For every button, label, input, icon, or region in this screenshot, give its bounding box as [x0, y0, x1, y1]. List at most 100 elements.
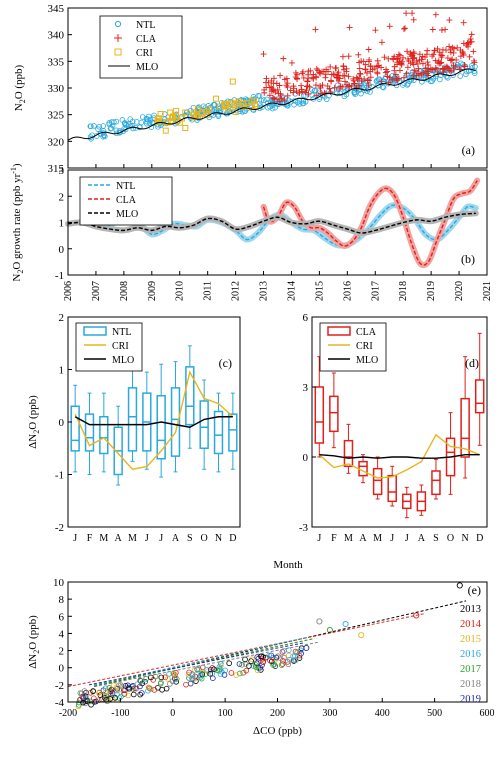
x-tick-label: 2012 — [231, 281, 242, 301]
cla-point — [298, 82, 305, 89]
cla-point — [317, 70, 324, 77]
cla-point — [396, 67, 403, 74]
cla-point — [335, 72, 342, 79]
legend-year: 2014 — [460, 619, 482, 630]
y-tick-label: -2 — [55, 522, 64, 534]
cla-point — [386, 74, 393, 81]
cla-point — [356, 59, 363, 66]
ntl-point — [283, 101, 290, 107]
x-tick-label: D — [476, 533, 483, 544]
label-rest: O (ppb) — [13, 64, 25, 99]
x-tick-label: J — [159, 533, 163, 544]
point — [96, 690, 102, 696]
ntl-point — [288, 98, 294, 105]
cla-point — [404, 48, 411, 55]
cla-point — [277, 72, 284, 79]
cla-point — [284, 80, 291, 87]
ntl-point — [217, 107, 224, 114]
cla-point — [317, 85, 324, 92]
point — [259, 662, 265, 668]
point — [145, 684, 152, 691]
series-cla-points — [260, 10, 478, 105]
cri-point — [222, 100, 229, 107]
ntl-point — [335, 82, 341, 89]
cla-point — [445, 65, 452, 72]
cla-point — [436, 60, 443, 67]
cla-point — [346, 82, 353, 89]
ntl-point — [138, 119, 145, 126]
cla-point — [450, 49, 457, 56]
point — [103, 693, 109, 699]
point — [267, 657, 273, 664]
cla-point — [452, 63, 459, 70]
point — [270, 662, 276, 668]
ntl-point — [109, 122, 116, 129]
legend-marker — [114, 20, 122, 28]
cri-point — [169, 114, 176, 121]
y-tick-label: 4 — [59, 628, 65, 640]
cla-point — [425, 62, 432, 69]
legend-marker — [327, 326, 351, 336]
point — [218, 660, 224, 667]
cla-point — [396, 58, 403, 65]
cla-point — [305, 90, 312, 97]
cla-point — [367, 68, 374, 75]
cla-point — [367, 74, 374, 81]
label-sub: 2 — [16, 270, 25, 274]
ntl-point — [100, 123, 106, 129]
ntl-point — [312, 87, 319, 94]
cri-point — [190, 109, 197, 116]
cla-point — [434, 45, 441, 52]
legend-label: MLO — [356, 355, 378, 366]
ntl-point — [428, 78, 434, 85]
cla-point — [394, 61, 401, 68]
cla-point — [275, 90, 282, 97]
x-tick-label: O — [447, 533, 454, 544]
plot-frame — [311, 316, 488, 528]
series-mlo-line — [67, 68, 476, 141]
point — [122, 683, 129, 689]
point — [82, 693, 89, 699]
point — [292, 648, 299, 655]
y-tick-label: 3 — [303, 382, 309, 394]
legend-marker — [114, 34, 122, 42]
cla-point — [320, 68, 327, 75]
cla-point — [293, 87, 300, 94]
box — [474, 379, 485, 414]
cla-point — [353, 74, 360, 81]
y-tick-label: 0 — [303, 452, 309, 464]
y-tick-label: 0 — [59, 417, 65, 429]
cri-point — [182, 109, 189, 116]
point — [137, 691, 144, 698]
ntl-point — [207, 105, 213, 111]
legend-marker — [83, 326, 107, 336]
point — [114, 685, 121, 692]
cla-point — [321, 89, 328, 96]
cla-point — [424, 59, 431, 66]
y-axis-label: ΔN2O (ppb) — [27, 395, 41, 449]
cla-point — [430, 51, 437, 58]
y-tick-label: 10 — [53, 577, 65, 589]
ntl-point — [299, 100, 306, 107]
label-main: ΔN — [27, 434, 39, 449]
box — [329, 395, 339, 433]
cla-point — [407, 51, 414, 58]
point — [125, 692, 131, 699]
cla-point — [313, 65, 320, 72]
point — [218, 662, 224, 669]
cla-point — [373, 63, 380, 70]
y-tick-label: 2 — [59, 312, 65, 324]
x-tick-label: A — [172, 533, 180, 544]
cla-point — [364, 77, 371, 84]
cri-point — [162, 127, 169, 134]
cla-point — [290, 89, 297, 96]
cla-point — [290, 85, 297, 92]
cla-point — [437, 51, 444, 58]
point — [163, 685, 170, 692]
cla-point — [460, 52, 467, 59]
point — [268, 652, 275, 659]
point — [228, 670, 235, 676]
box — [170, 387, 181, 457]
cla-point — [302, 89, 309, 96]
x-tick-label: A — [115, 533, 123, 544]
